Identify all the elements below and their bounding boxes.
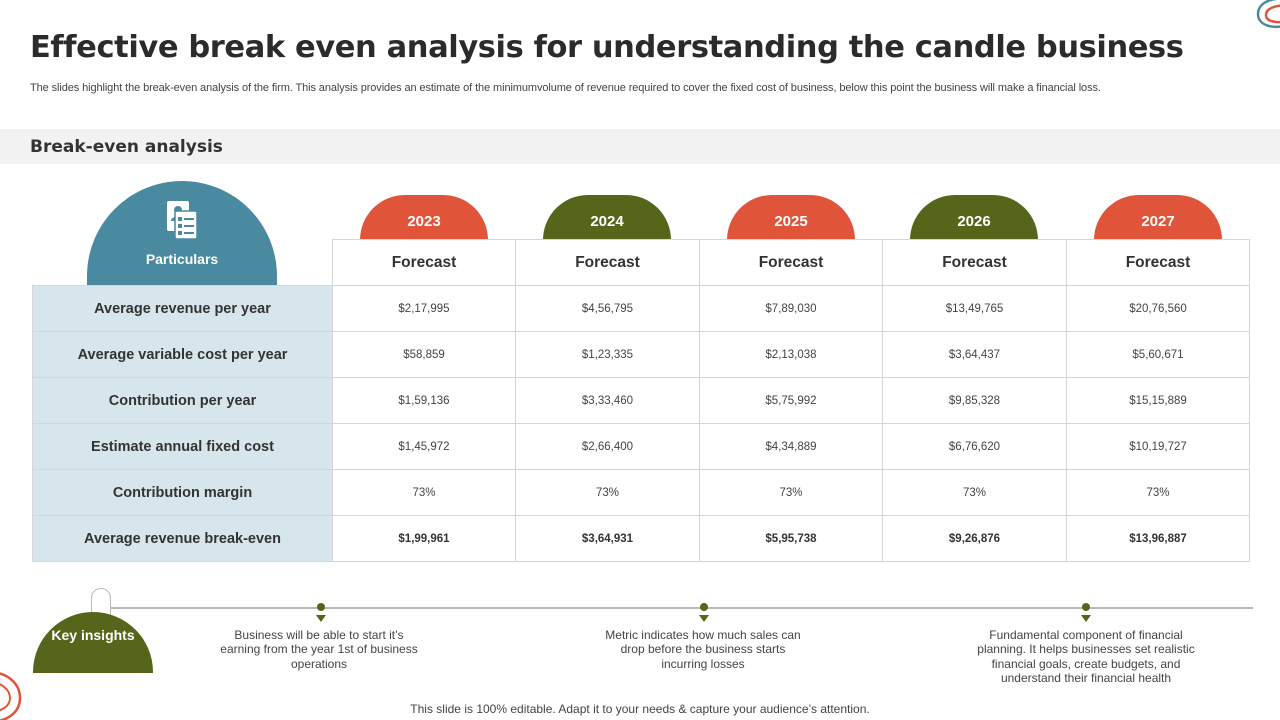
row-label: Contribution per year (32, 377, 333, 424)
table-cell: $4,34,889 (699, 423, 883, 470)
table-cell: $5,95,738 (699, 515, 883, 562)
row-label: Average revenue per year (32, 285, 333, 332)
year-tab-2023: 2023 (360, 195, 488, 240)
timeline-marker (315, 603, 327, 623)
table-cell: 73% (699, 469, 883, 516)
table-cell: $2,17,995 (332, 285, 516, 332)
timeline-marker (1080, 603, 1092, 623)
table-cell: $3,33,460 (515, 377, 700, 424)
table-cell: $13,49,765 (882, 285, 1067, 332)
table-row: Estimate annual fixed cost $1,45,972 $2,… (32, 423, 1250, 470)
table-header-row: Forecast Forecast Forecast Forecast Fore… (32, 239, 1250, 286)
decorative-swirl-icon (1256, 0, 1280, 28)
page-subtitle: The slides highlight the break-even anal… (30, 82, 1101, 94)
year-tab-2027: 2027 (1094, 195, 1222, 240)
table-row: Contribution margin 73% 73% 73% 73% 73% (32, 469, 1250, 516)
year-label: 2027 (1141, 213, 1175, 230)
table-cell: $5,75,992 (699, 377, 883, 424)
table-cell: $5,60,671 (1066, 331, 1250, 378)
table-cell: 73% (1066, 469, 1250, 516)
table-row: Average revenue break-even $1,99,961 $3,… (32, 515, 1250, 562)
row-label: Average variable cost per year (32, 331, 333, 378)
table-cell: $7,89,030 (699, 285, 883, 332)
year-label: 2026 (957, 213, 991, 230)
table-cell: $15,15,889 (1066, 377, 1250, 424)
section-header: Break-even analysis (0, 129, 1280, 164)
column-header: Forecast (1066, 239, 1250, 286)
table-cell: $3,64,931 (515, 515, 700, 562)
table-cell: $2,66,400 (515, 423, 700, 470)
row-label: Estimate annual fixed cost (32, 423, 333, 470)
table-row: Average variable cost per year $58,859 $… (32, 331, 1250, 378)
table-cell: 73% (332, 469, 516, 516)
table-cell: $1,23,335 (515, 331, 700, 378)
year-tab-2024: 2024 (543, 195, 671, 240)
break-even-table: Forecast Forecast Forecast Forecast Fore… (32, 239, 1250, 562)
table-cell: $3,64,437 (882, 331, 1067, 378)
column-header: Forecast (332, 239, 516, 286)
column-header: Forecast (699, 239, 883, 286)
table-cell: 73% (515, 469, 700, 516)
table-cell: $58,859 (332, 331, 516, 378)
timeline-line (110, 607, 1253, 609)
document-person-icon (167, 201, 198, 240)
table-cell: $1,99,961 (332, 515, 516, 562)
insight-text: Fundamental component of financial plann… (977, 628, 1195, 686)
row-label: Contribution margin (32, 469, 333, 516)
year-tab-2026: 2026 (910, 195, 1038, 240)
table-cell: $9,26,876 (882, 515, 1067, 562)
table-cell: $9,85,328 (882, 377, 1067, 424)
table-row: Average revenue per year $2,17,995 $4,56… (32, 285, 1250, 332)
table-cell: $10,19,727 (1066, 423, 1250, 470)
table-cell: $20,76,560 (1066, 285, 1250, 332)
table-cell: $1,59,136 (332, 377, 516, 424)
table-cell: $2,13,038 (699, 331, 883, 378)
table-cell: $4,56,795 (515, 285, 700, 332)
column-header: Forecast (515, 239, 700, 286)
table-cell: $6,76,620 (882, 423, 1067, 470)
key-insights-badge: Key insights (33, 612, 153, 673)
year-label: 2024 (590, 213, 624, 230)
table-cell: 73% (882, 469, 1067, 516)
page-title: Effective break even analysis for unders… (30, 30, 1184, 65)
timeline-hook (91, 588, 111, 618)
insight-text: Business will be able to start it’s earn… (220, 628, 418, 671)
column-header: Forecast (882, 239, 1067, 286)
table-cell: $13,96,887 (1066, 515, 1250, 562)
year-label: 2023 (407, 213, 441, 230)
key-insights-label: Key insights (51, 627, 135, 643)
table-row: Contribution per year $1,59,136 $3,33,46… (32, 377, 1250, 424)
table-cell: $1,45,972 (332, 423, 516, 470)
year-tab-2025: 2025 (727, 195, 855, 240)
insight-text: Metric indicates how much sales can drop… (605, 628, 801, 671)
timeline-marker (698, 603, 710, 623)
year-label: 2025 (774, 213, 808, 230)
header-blank-cell (32, 239, 333, 286)
section-title: Break-even analysis (30, 137, 223, 157)
row-label: Average revenue break-even (32, 515, 333, 562)
footer-note: This slide is 100% editable. Adapt it to… (410, 702, 870, 716)
